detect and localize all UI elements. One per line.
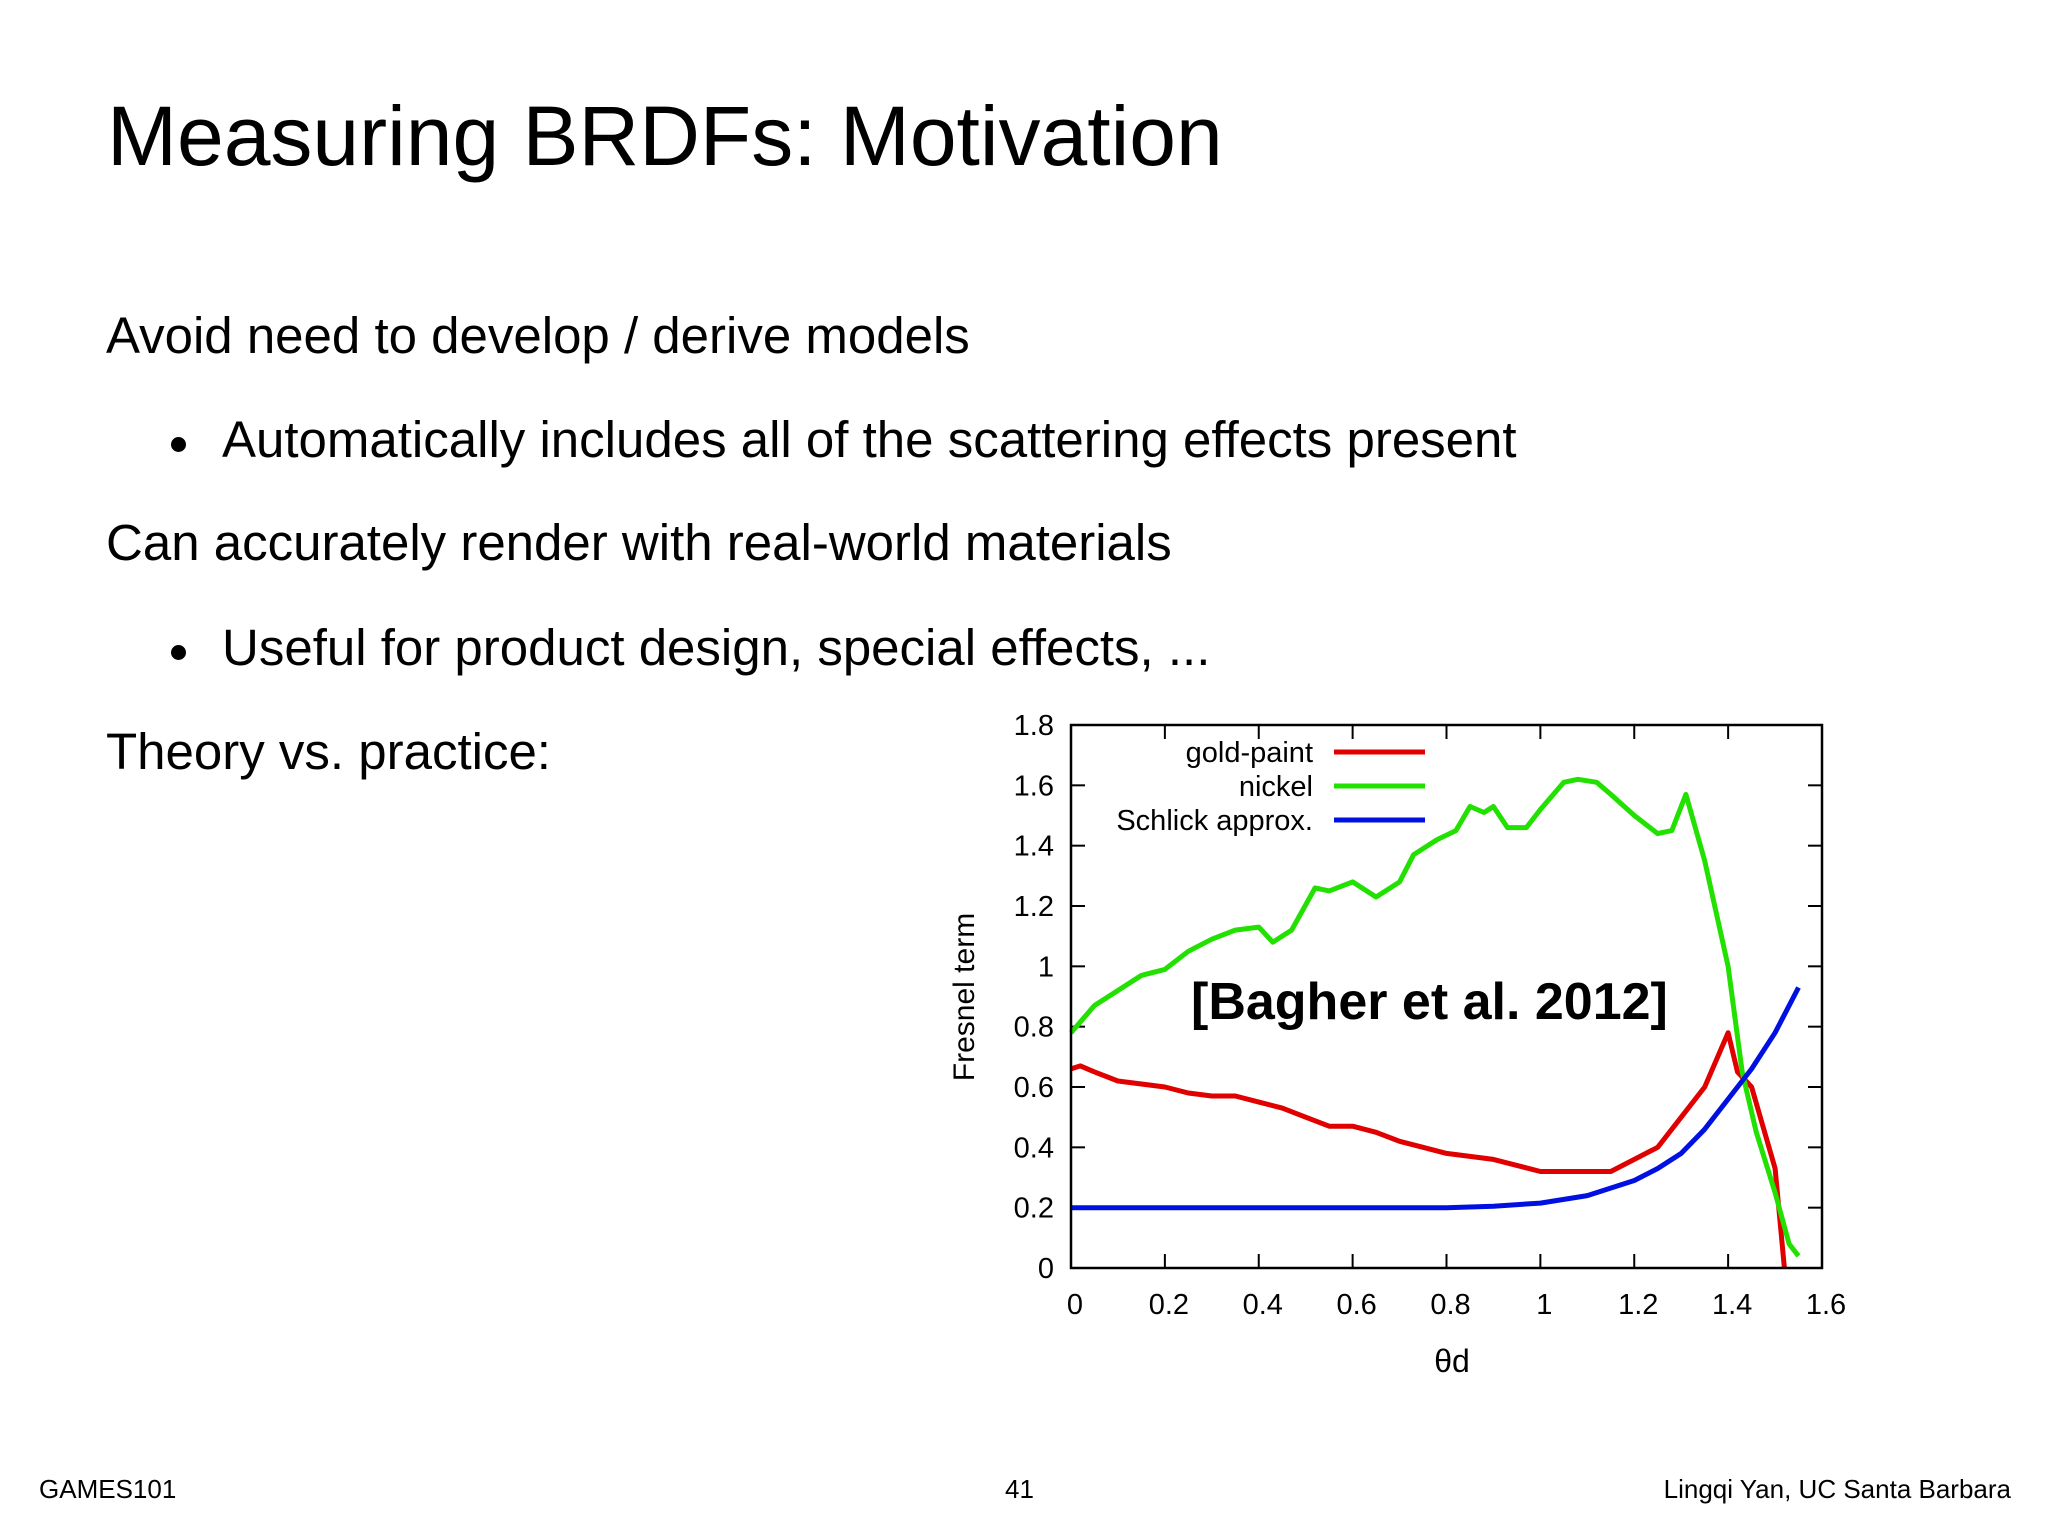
sub-point: Useful for product design, special effec… — [222, 619, 1211, 676]
y-tick-label: 0.6 — [1014, 1072, 1054, 1104]
series-line — [1070, 1030, 1787, 1269]
x-tick-label: 1.2 — [1618, 1289, 1658, 1321]
point: Avoid need to develop / derive models — [106, 307, 970, 364]
y-tick-label: 1.8 — [1014, 710, 1054, 742]
x-tick-label: 0.4 — [1243, 1289, 1283, 1321]
x-tick-label: 0.8 — [1430, 1289, 1470, 1321]
bullet — [171, 437, 186, 452]
annotation: [Bagher et al. 2012] — [1191, 973, 1668, 1031]
y-tick-label: 0.8 — [1014, 1012, 1054, 1044]
y-tick-label: 0.4 — [1014, 1132, 1054, 1164]
x-tick-label: 1 — [1536, 1289, 1552, 1321]
plot-frame — [1069, 723, 1824, 1270]
y-tick-label: 0.2 — [1014, 1193, 1054, 1225]
x-tick-label: 1.4 — [1712, 1289, 1752, 1321]
x-tick-label: 0.6 — [1336, 1289, 1376, 1321]
series-line — [1071, 986, 1801, 1211]
footer-left: GAMES101 — [39, 1474, 177, 1504]
legend-label: gold-paint — [1186, 737, 1313, 769]
page-number: 41 — [1005, 1474, 1034, 1504]
y-tick-label: 1.4 — [1014, 831, 1054, 863]
y-tick-label: 1.2 — [1014, 891, 1054, 923]
point: Can accurately render with real-world ma… — [106, 514, 1172, 571]
footer-right: Lingqi Yan, UC Santa Barbara — [1663, 1474, 2011, 1504]
x-tick-label: 0 — [1067, 1289, 1083, 1321]
x-tick-label: 0.2 — [1149, 1289, 1189, 1321]
sub-point: Automatically includes all of the scatte… — [222, 411, 1517, 468]
series-line — [1069, 776, 1801, 1258]
y-tick-label: 1.6 — [1014, 770, 1054, 802]
y-tick-label: 1 — [1038, 951, 1054, 983]
bullet — [171, 645, 186, 660]
y-tick-label: 0 — [1038, 1253, 1054, 1285]
y-axis-label: Fresnel term — [948, 913, 981, 1081]
x-axis-label: θd — [1434, 1343, 1470, 1379]
slide-title: Measuring BRDFs: Motivation — [107, 89, 1223, 183]
legend-label: nickel — [1239, 771, 1313, 803]
point: Theory vs. practice: — [106, 723, 551, 780]
x-tick-label: 1.6 — [1806, 1289, 1846, 1321]
legend-label: Schlick approx. — [1116, 805, 1313, 837]
